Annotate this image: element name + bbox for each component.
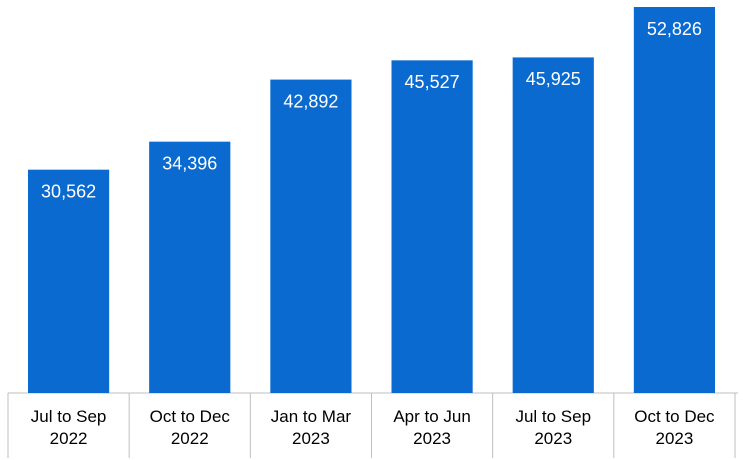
x-tick-label: Apr to Jun 2023 <box>393 407 471 448</box>
bar <box>633 7 716 393</box>
value-label: 45,527 <box>405 72 460 92</box>
bar <box>512 57 594 394</box>
x-tick-label: Jul to Sep 2023 <box>515 407 592 448</box>
x-tick-label: Oct to Dec 2023 <box>634 407 715 448</box>
x-tick-label: Jan to Mar 2023 <box>270 407 352 448</box>
value-label: 34,396 <box>162 153 217 173</box>
x-tick-label: Jul to Sep 2022 <box>30 407 107 448</box>
bar <box>149 141 231 393</box>
bar <box>270 79 352 393</box>
x-tick-label: Oct to Dec 2022 <box>149 407 230 448</box>
value-label: 42,892 <box>283 91 338 111</box>
value-label: 45,925 <box>526 69 581 89</box>
value-label: 30,562 <box>41 181 96 201</box>
bar <box>27 169 110 393</box>
bar <box>391 60 473 393</box>
value-label: 52,826 <box>647 19 702 39</box>
